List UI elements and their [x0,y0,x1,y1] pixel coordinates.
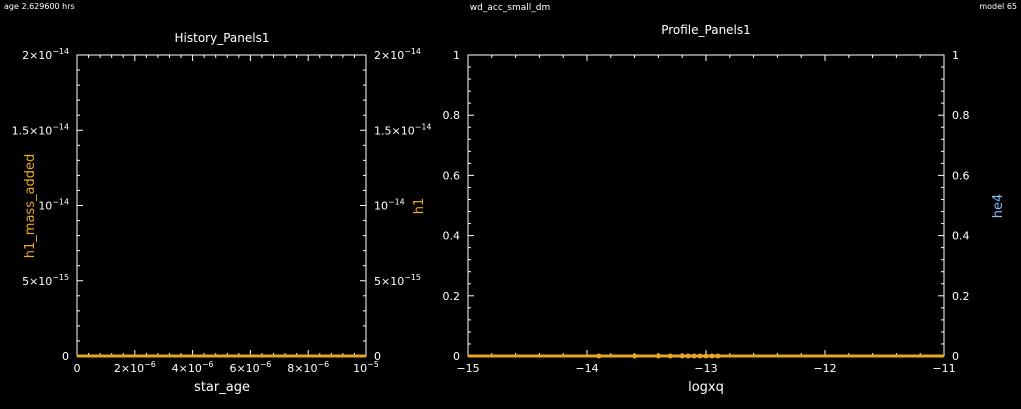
history-ylabel-right: h1 [412,198,427,215]
age-readout: age 2.629600 hrs [4,2,75,11]
profile-series-point [679,353,685,359]
profile-xlabel: logxq [688,380,724,395]
history-y-tick-label-left: 1.5×10−14 [12,122,69,137]
profile-title: Profile_Panels1 [661,23,751,37]
history-y-tick-label-right: 0 [374,350,381,363]
profile-y-tick-label-right: 1 [952,49,959,62]
profile-series-point [709,353,715,359]
history-y-tick-label-left: 0 [62,350,69,363]
history-x-tick-label: 10−5 [353,360,379,375]
profile-y-tick-label-left: 1 [453,49,460,62]
history-x-tick-label: 0 [74,362,81,375]
profile-y-tick-label-left: 0.8 [443,109,461,122]
history-x-tick-label: 6×10−6 [229,360,271,375]
profile-series-point [691,353,697,359]
profile-series-point [685,353,691,359]
profile-series-point [715,353,721,359]
profile-y-tick-label-left: 0.4 [443,230,461,243]
profile-y-tick-label-left: 0.2 [443,290,461,303]
profile-series-point [667,353,673,359]
profile-y-tick-label-left: 0 [453,350,460,363]
history-xlabel: star_age [194,380,250,395]
profile-y-tick-label-left: 0.6 [443,169,461,182]
model-readout: model 65 [979,2,1017,11]
profile-series-point [703,353,709,359]
history-x-tick-label: 8×10−6 [287,360,329,375]
history-x-tick-label: 4×10−6 [172,360,214,375]
profile-y-tick-label-right: 0.6 [952,169,970,182]
history-plot-frame [76,54,367,357]
run-name: wd_acc_small_dm [470,3,550,13]
profile-series-point [697,353,703,359]
history-y-tick-label-right: 2×10−14 [374,47,421,62]
profile-x-tick-label: −15 [456,362,479,375]
history-ylabel-left: h1_mass_added [23,154,38,258]
profile-ylabel-right: he4 [991,194,1006,219]
profile-y-tick-label-right: 0.8 [952,109,970,122]
history-y-tick-label-right: 5×10−15 [374,273,421,288]
history-y-tick-label-left: 10−14 [38,198,69,213]
profile-y-tick-label-right: 0.2 [952,290,970,303]
history-y-tick-label-left: 2×10−14 [22,47,69,62]
history-y-tick-label-right: 1.5×10−14 [374,122,431,137]
profile-x-tick-label: −12 [813,362,836,375]
history-title: History_Panels1 [175,31,270,45]
history-y-tick-label-left: 5×10−15 [22,273,69,288]
profile-series-point [655,353,661,359]
history-panel: History_Panels1 star_age h1_mass_added h… [12,31,432,395]
profile-series-point [632,353,638,359]
profile-x-tick-label: −14 [575,362,598,375]
profile-x-tick-label: −13 [694,362,717,375]
profile-y-tick-label-right: 0.4 [952,230,970,243]
profile-y-tick-label-right: 0 [952,350,959,363]
profile-x-tick-label: −11 [932,362,955,375]
profile-panel: Profile_Panels1 logxq he4 −15 −14 −13 −12 −1… [443,23,1007,395]
profile-series-point [596,353,602,359]
history-y-tick-label-right: 10−14 [374,198,405,213]
history-x-tick-label: 2×10−6 [114,360,156,375]
profile-plot-frame [467,54,945,357]
